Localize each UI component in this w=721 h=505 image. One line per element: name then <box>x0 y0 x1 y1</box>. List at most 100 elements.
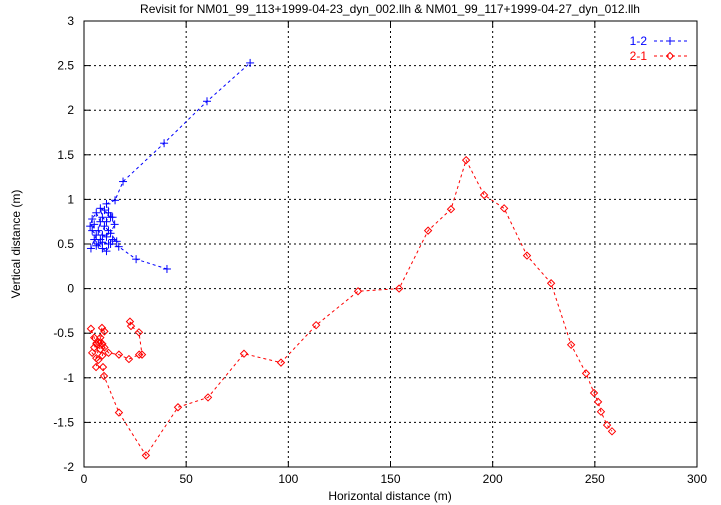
diamond-marker <box>665 51 675 61</box>
x-tick-label: 300 <box>687 472 707 486</box>
diamond-marker <box>125 317 135 326</box>
series-line <box>89 62 251 270</box>
diamond-marker <box>90 333 99 342</box>
y-tick-label: 1 <box>67 192 74 206</box>
diamond-marker <box>99 371 109 381</box>
diamond-marker <box>446 205 456 214</box>
diamond-marker <box>137 350 147 359</box>
plus-marker <box>96 204 105 213</box>
plus-marker <box>100 222 109 231</box>
diamond-marker <box>394 284 404 293</box>
diamond-marker <box>100 343 109 352</box>
plus-marker <box>98 213 107 222</box>
plus-marker <box>666 37 674 45</box>
y-tick-label: -1 <box>63 371 74 385</box>
plus-marker <box>112 237 121 246</box>
diamond-marker <box>92 339 101 349</box>
diamond-marker <box>97 323 107 333</box>
chart-title: Revisit for NM01_99_113+1999-04-23_dyn_0… <box>140 2 640 16</box>
x-tick-label: 100 <box>278 472 298 486</box>
plus-marker <box>203 97 212 106</box>
diamond-marker <box>104 348 113 358</box>
plus-marker <box>104 208 113 217</box>
diamond-marker <box>353 287 363 296</box>
legend-label: 2-1 <box>630 49 648 63</box>
y-tick-label: 2 <box>67 103 74 117</box>
x-tick-label: 0 <box>81 472 88 486</box>
diamond-marker <box>114 350 124 359</box>
diamond-marker <box>126 321 136 331</box>
plus-marker <box>102 232 111 241</box>
plus-marker <box>86 244 95 253</box>
diamond-marker <box>96 337 105 347</box>
y-tick-label: -2 <box>63 460 74 474</box>
diamond-marker <box>96 345 105 354</box>
plus-marker <box>92 208 101 217</box>
diamond-marker <box>276 358 286 367</box>
series-line <box>90 158 613 457</box>
diamond-marker <box>581 369 591 378</box>
plus-marker <box>88 215 97 224</box>
diamond-marker <box>134 328 144 337</box>
plus-marker <box>94 226 103 235</box>
plus-marker <box>98 231 107 240</box>
diamond-marker <box>602 420 612 430</box>
plus-marker <box>106 229 115 238</box>
diamond-marker <box>593 397 603 407</box>
y-tick-label: -0.5 <box>53 326 74 340</box>
plot-frame <box>83 20 698 468</box>
diamond-marker <box>86 324 96 333</box>
diamond-marker <box>94 355 103 365</box>
y-tick-label: 1.5 <box>57 148 74 162</box>
diamond-marker <box>134 350 144 359</box>
legend-label: 1-2 <box>630 34 648 48</box>
diamond-marker <box>114 408 124 417</box>
diamond-marker <box>141 451 151 460</box>
plus-marker <box>102 247 111 256</box>
diamond-marker <box>596 407 606 416</box>
diamond-marker <box>499 204 509 213</box>
plus-marker <box>102 217 111 226</box>
x-tick-label: 200 <box>483 472 503 486</box>
diamond-marker <box>566 340 576 350</box>
plus-marker <box>108 235 117 244</box>
plus-marker <box>162 264 171 273</box>
diamond-marker <box>607 427 617 436</box>
plus-marker <box>86 222 95 231</box>
grid <box>83 20 698 468</box>
x-axis-label: Horizontal distance (m) <box>328 489 451 503</box>
series-1-2 <box>86 58 255 273</box>
plus-marker <box>246 58 255 67</box>
diamond-marker <box>91 362 101 372</box>
x-tick-label: 250 <box>585 472 605 486</box>
series-2-1 <box>86 155 617 460</box>
x-tick-label: 50 <box>179 472 193 486</box>
y-tick-label: -1.5 <box>53 415 74 429</box>
plus-marker <box>102 199 111 208</box>
diamond-marker <box>546 279 556 288</box>
diamond-marker <box>589 388 599 398</box>
plus-marker <box>100 206 109 215</box>
y-tick-label: 3 <box>67 14 74 28</box>
plus-marker <box>110 220 119 229</box>
plus-marker <box>111 196 120 205</box>
diamond-marker <box>98 351 107 360</box>
plus-marker <box>94 240 103 248</box>
plus-marker <box>98 238 107 247</box>
diamond-marker <box>98 362 108 372</box>
plus-marker <box>132 255 141 264</box>
y-axis-label: Vertical distance (m) <box>9 190 23 299</box>
plus-marker <box>92 241 101 250</box>
diamond-marker <box>87 348 97 358</box>
plus-marker <box>104 240 113 248</box>
legend: 1-22-1 <box>630 34 687 63</box>
diamond-marker <box>203 393 213 402</box>
tick-labels: 0 50 100 150 200 250 300 -2 -1.5 -1 -0.5 0 0.5 1 1.5 2 2… <box>53 14 707 486</box>
plus-marker <box>160 139 169 148</box>
x-tick-label: 150 <box>380 472 400 486</box>
plus-marker <box>119 177 128 186</box>
diamond-marker <box>173 403 183 412</box>
diamond-marker <box>479 190 489 200</box>
series-layer <box>86 58 617 460</box>
